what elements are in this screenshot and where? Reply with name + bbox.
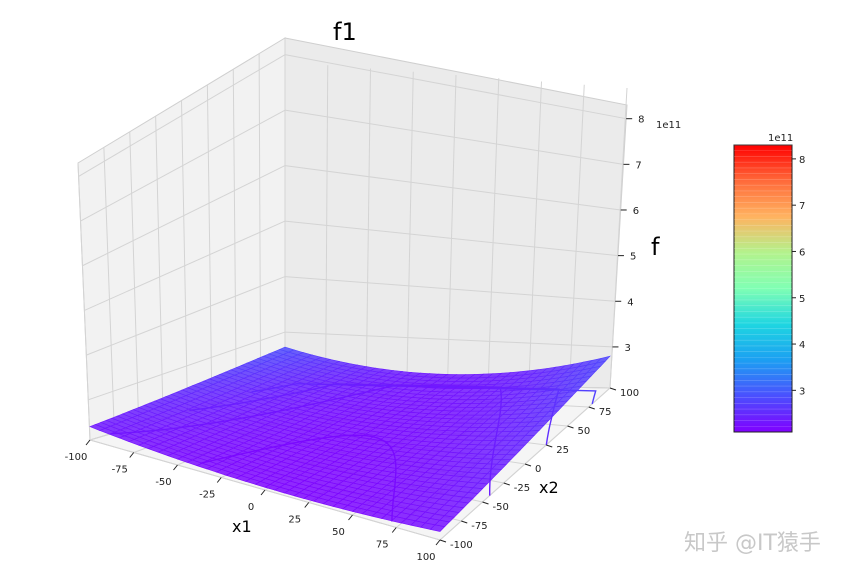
x-tick-label: -25 [199, 490, 215, 501]
x-tick-mark [173, 464, 178, 471]
y-tick-mark [546, 444, 553, 448]
x-tick-label: 0 [248, 502, 254, 513]
x-tick-mark [260, 489, 266, 496]
back-grid-x [406, 71, 414, 385]
colorbar-tick-label: 7 [799, 201, 805, 212]
back-grid-z [284, 109, 624, 165]
y-tick-mark [439, 539, 447, 543]
colorbar-bands [734, 144, 792, 427]
left-grid-y [77, 162, 91, 441]
left-grid-y [232, 69, 237, 397]
y-tick-label: 75 [599, 407, 612, 418]
surface-patch [429, 524, 446, 532]
chart-title: f1 [333, 18, 357, 46]
back-grid-x [528, 81, 542, 387]
x-tick-mark [348, 514, 353, 521]
y-tick-label: -25 [514, 483, 530, 494]
left-grid-z [80, 109, 286, 222]
back-grid-x [365, 68, 371, 384]
back-grid-x [325, 65, 329, 383]
back-grid-x [487, 78, 500, 386]
y-tick-label: -50 [493, 502, 509, 513]
colorbar-tick-label: 4 [799, 340, 805, 351]
left-grid-y [181, 100, 188, 412]
colorbar-tick-label: 6 [799, 247, 805, 258]
y-tick-mark [482, 501, 489, 505]
x-tick-label: 50 [332, 527, 345, 538]
y-tick-label: -100 [450, 540, 473, 551]
x-tick-label: -50 [155, 477, 171, 488]
surface [89, 346, 611, 532]
y-ticks: -100 -75 -50 -25 0 25 50 75 100 [439, 387, 639, 551]
back-grid-z [284, 165, 621, 211]
y-tick-mark [524, 463, 532, 467]
x-tick-label: 100 [416, 552, 435, 563]
left-grid-y [103, 147, 115, 433]
back-grid-z [284, 276, 616, 302]
left-grid-z [84, 220, 286, 311]
x-tick-label: -75 [112, 465, 128, 476]
colorbar-ticks: 3 4 5 6 7 8 [792, 155, 805, 397]
z-axis-label: f [651, 233, 660, 261]
back-grid-z [284, 331, 613, 348]
y-tick-mark [609, 387, 617, 391]
y-tick-mark [461, 520, 468, 524]
y-tick-mark [503, 482, 510, 486]
y-tick-label: 0 [535, 464, 541, 475]
colorbar: 3 4 5 6 7 8 1e11 [733, 133, 805, 433]
left-grid-z [88, 331, 286, 401]
y-tick-label: -75 [471, 521, 487, 532]
x-tick-label: -100 [65, 452, 88, 463]
back-grid-z [284, 54, 627, 120]
x-tick-mark [129, 452, 135, 458]
left-grid-y [129, 131, 140, 426]
x-tick-label: 75 [376, 540, 389, 551]
z-tick-label: 3 [624, 343, 630, 354]
colorbar-body [733, 144, 793, 433]
y-tick-label: 25 [556, 445, 569, 456]
left-grid-z [86, 276, 286, 356]
x-tick-mark [85, 439, 91, 446]
left-grid-z [82, 165, 286, 267]
back-grid-z [284, 220, 619, 257]
colorbar-tick-label: 5 [799, 294, 805, 305]
x-tick-mark [391, 527, 397, 533]
x-tick-label: 25 [288, 515, 301, 526]
left-grid-y [206, 84, 213, 404]
z-multiplier: 1e11 [656, 120, 681, 131]
back-grid-x [447, 74, 457, 386]
x-ticks: -100 -75 -50 -25 0 25 50 75 100 [65, 439, 441, 563]
left-grid-y [155, 116, 164, 419]
colorbar-tick-label: 3 [799, 386, 805, 397]
y-tick-mark [567, 425, 574, 429]
watermark: 知乎 @IT猿手 [684, 531, 821, 556]
z-tick-label: 4 [627, 297, 633, 308]
x-tick-mark [304, 502, 310, 508]
z-tick-label: 8 [638, 115, 644, 126]
x-tick-mark [435, 539, 441, 546]
y-tick-label: 50 [578, 426, 591, 437]
y-axis-label: x2 [539, 478, 559, 497]
y-tick-mark [588, 406, 595, 410]
left-grid-y [258, 53, 262, 390]
back-grid-x [609, 87, 628, 389]
back-grid-x [568, 84, 585, 388]
x-tick-mark [216, 477, 222, 483]
colorbar-multiplier: 1e11 [768, 133, 793, 144]
z-tick-label: 5 [630, 252, 636, 263]
y-tick-label: 100 [620, 388, 639, 399]
z-ticks: 3 4 5 6 7 8 [612, 115, 645, 354]
x-axis-label: x1 [232, 517, 252, 536]
left-grid-z [78, 54, 286, 177]
colorbar-tick-label: 8 [799, 155, 805, 166]
z-tick-label: 6 [633, 206, 639, 217]
z-tick-label: 7 [635, 160, 641, 171]
